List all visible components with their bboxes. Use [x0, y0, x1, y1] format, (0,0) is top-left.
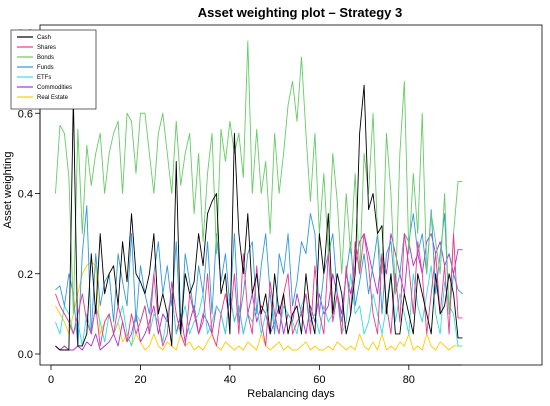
- y-axis-label: Asset weighting: [2, 151, 14, 228]
- legend-label: ETFs: [37, 75, 51, 81]
- legend-label: Cash: [37, 35, 51, 41]
- legend: Cash Shares Bonds Funds ETFs Commodities Real …: [10, 29, 97, 110]
- y-tick-label: 0.2: [18, 269, 33, 281]
- legend-label: Commodities: [37, 85, 72, 91]
- y-tick-label: 0.0: [18, 349, 33, 361]
- series-line-etfs: [55, 265, 463, 347]
- legend-label: Bonds: [37, 55, 54, 61]
- chart-title: Asset weighting plot – Strategy 3: [198, 5, 402, 20]
- x-tick-label: 60: [313, 374, 325, 386]
- series-lines: [55, 40, 463, 351]
- x-tick-label: 40: [224, 374, 236, 386]
- x-tick-label: 80: [403, 374, 415, 386]
- legend-items: Cash Shares Bonds Funds ETFs Commodities Real …: [17, 35, 72, 101]
- series-line-real-estate: [55, 261, 463, 351]
- series-line-bonds: [55, 40, 463, 315]
- legend-label: Real Estate: [37, 95, 69, 101]
- legend-label: Funds: [37, 65, 54, 71]
- x-tick-label: 0: [48, 374, 54, 386]
- legend-box: [10, 29, 97, 110]
- x-axis-label: Rebalancing days: [247, 388, 335, 400]
- series-line-cash: [55, 84, 463, 351]
- y-tick-label: 0.4: [18, 189, 33, 201]
- legend-label: Shares: [37, 45, 56, 51]
- x-ticks: 0 20 40 60 80: [48, 365, 415, 386]
- y-tick-label: 0.6: [18, 108, 33, 120]
- x-tick-label: 20: [134, 374, 146, 386]
